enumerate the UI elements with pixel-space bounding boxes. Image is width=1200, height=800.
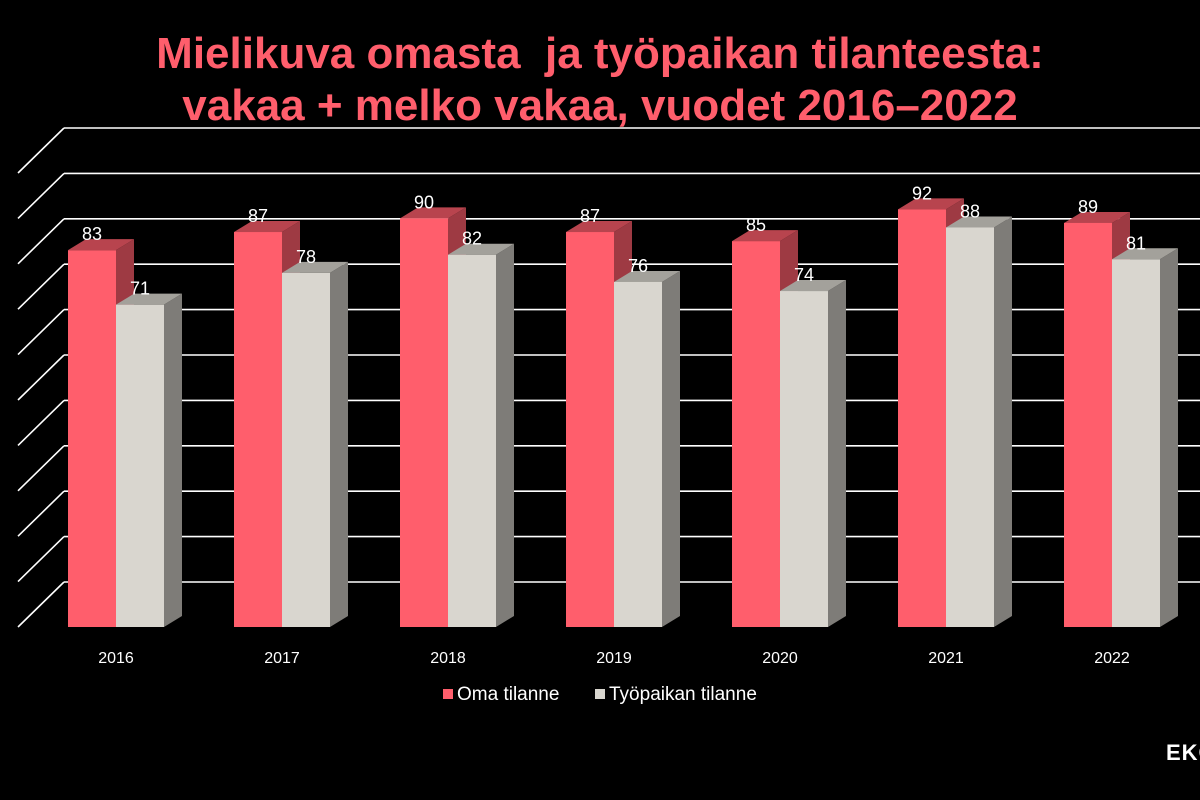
data-label: 87: [580, 206, 600, 226]
gridline-diagonal: [17, 536, 65, 583]
gridline-diagonal: [17, 490, 65, 537]
gridline-diagonal: [17, 127, 65, 174]
bar-top: [566, 221, 632, 233]
x-tick-label: 2018: [430, 650, 466, 667]
x-tick-label: 2020: [762, 650, 798, 667]
data-label: 78: [296, 247, 316, 267]
data-label: 83: [82, 224, 102, 244]
x-tick-label: 2021: [928, 650, 964, 667]
gridline-diagonal: [17, 354, 65, 401]
bar: [234, 232, 282, 627]
gridline-diagonal: [17, 263, 65, 310]
bar-top: [400, 207, 466, 219]
gridline-diagonal: [17, 399, 65, 446]
bar-side: [496, 243, 514, 627]
x-tick-label: 2016: [98, 650, 134, 667]
bar-top: [448, 243, 514, 255]
brand-logo: EKO: [1166, 740, 1200, 765]
data-label: 90: [414, 192, 434, 212]
x-tick-label: 2017: [264, 650, 300, 667]
bar-top: [116, 293, 182, 305]
legend-swatch: [443, 689, 453, 699]
x-tick-label: 2022: [1094, 650, 1130, 667]
data-label: 92: [912, 183, 932, 203]
bar: [732, 241, 780, 627]
legend-label: Työpaikan tilanne: [609, 684, 757, 705]
bar-side: [164, 293, 182, 627]
bar: [68, 250, 116, 627]
bar-side: [1160, 248, 1178, 627]
bar: [1064, 222, 1112, 627]
bar: [780, 291, 828, 627]
chart-title: Mielikuva omasta ja työpaikan tilanteest…: [0, 28, 1200, 132]
bar: [614, 281, 662, 627]
gridline-diagonal: [17, 172, 65, 219]
gridline-diagonal: [17, 581, 65, 628]
legend-swatch: [595, 689, 605, 699]
bar-top: [732, 230, 798, 242]
bar: [400, 218, 448, 627]
bar: [282, 272, 330, 627]
bar-top: [898, 198, 964, 210]
bar-top: [780, 280, 846, 292]
data-label: 88: [960, 201, 980, 221]
data-label: 74: [794, 265, 814, 285]
bar: [116, 304, 164, 627]
gridline-diagonal: [17, 309, 65, 356]
bar: [1112, 259, 1160, 627]
bar: [448, 254, 496, 627]
bar: [946, 227, 994, 628]
bar-top: [946, 216, 1012, 228]
chart-title-line-1: Mielikuva omasta ja työpaikan tilanteest…: [156, 29, 1044, 78]
data-label: 76: [628, 256, 648, 276]
data-label: 89: [1078, 197, 1098, 217]
gridline-diagonal: [17, 445, 65, 492]
data-label: 87: [248, 206, 268, 226]
bar-top: [1064, 211, 1130, 223]
bar-top: [68, 239, 134, 251]
bar-top: [282, 261, 348, 273]
data-label: 82: [462, 229, 482, 249]
bar: [566, 232, 614, 627]
bar-side: [330, 261, 348, 627]
data-label: 85: [746, 215, 766, 235]
chart-title-line-2: vakaa + melko vakaa, vuodet 2016–2022: [182, 81, 1018, 130]
x-tick-label: 2019: [596, 650, 632, 667]
data-label: 71: [130, 279, 150, 299]
bar-side: [828, 280, 846, 627]
bar: [898, 209, 946, 627]
gridline-diagonal: [17, 218, 65, 265]
bar-side: [662, 270, 680, 627]
legend-label: Oma tilanne: [457, 684, 559, 705]
bar-top: [1112, 248, 1178, 260]
bar-top: [234, 221, 300, 233]
bar-side: [994, 216, 1012, 628]
data-label: 81: [1126, 233, 1146, 253]
bar-top: [614, 270, 680, 282]
